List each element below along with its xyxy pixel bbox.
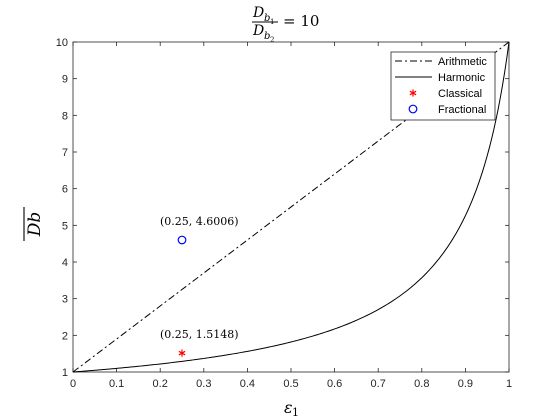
y-axis-ticks: 1 2 3 4 5 6 7 8 9 10 [56, 37, 509, 379]
title-denominator-sub: b [264, 31, 270, 42]
legend-fractional-marker [408, 104, 418, 114]
point-annotation: (0.25, 4.6006) [160, 215, 239, 228]
annotation-layer: (0.25, 1.5148) (0.25, 4.6006) [160, 215, 239, 341]
x-tick-label: 0.4 [240, 378, 255, 390]
x-tick-label: 0.6 [327, 378, 342, 390]
fractional-point [177, 235, 187, 245]
x-tick-label: 0 [70, 378, 76, 390]
x-tick-label: 0.9 [458, 378, 473, 390]
chart-title: D b 1 D b 2 = 10 [252, 5, 319, 44]
harmonic-line [72, 41, 510, 373]
x-axis-label: ε 1 [284, 398, 299, 419]
y-tick-label: 1 [62, 367, 68, 379]
x-axis-label-symbol: ε [284, 398, 293, 417]
x-tick-label: 0.1 [109, 378, 124, 390]
legend-classical-label: Classical [438, 88, 482, 100]
legend-classical-marker [409, 89, 417, 97]
y-tick-label: 9 [62, 74, 68, 86]
y-tick-label: 5 [62, 220, 68, 232]
y-tick-label: 4 [62, 257, 68, 269]
x-tick-label: 1 [506, 378, 512, 390]
title-denominator-subsub: 2 [270, 36, 274, 44]
y-tick-label: 10 [56, 37, 68, 49]
legend-fractional-label: Fractional [438, 104, 486, 116]
point-annotation: (0.25, 1.5148) [160, 328, 239, 341]
y-tick-label: 7 [62, 147, 68, 159]
x-axis-label-sub: 1 [292, 406, 299, 419]
legend-arithmetic-label: Arithmetic [438, 56, 487, 68]
y-tick-label: 6 [62, 184, 68, 196]
y-tick-label: 3 [62, 294, 68, 306]
y-tick-label: 2 [62, 330, 68, 342]
x-tick-label: 0.3 [196, 378, 211, 390]
title-numerator-sub: b [264, 13, 270, 24]
legend-box [390, 51, 496, 121]
x-tick-label: 0.7 [371, 378, 386, 390]
legend-harmonic-label: Harmonic [438, 72, 486, 84]
x-tick-label: 0.2 [153, 378, 168, 390]
x-tick-label: 0.5 [283, 378, 298, 390]
x-axis-ticks: 0 0.1 0.2 0.3 0.4 0.5 0.6 0.7 0.8 0.9 1 [70, 42, 512, 390]
x-tick-label: 0.8 [414, 378, 429, 390]
title-denominator: D [252, 23, 264, 39]
y-axis-label: Db [23, 207, 45, 241]
legend: Arithmetic Harmonic Classical Fractional [390, 51, 496, 121]
title-rhs: = 10 [283, 12, 319, 30]
classical-point [178, 349, 186, 357]
title-numerator: D [252, 5, 264, 21]
y-tick-label: 8 [62, 110, 68, 122]
y-axis-label-text: Db [25, 212, 45, 238]
